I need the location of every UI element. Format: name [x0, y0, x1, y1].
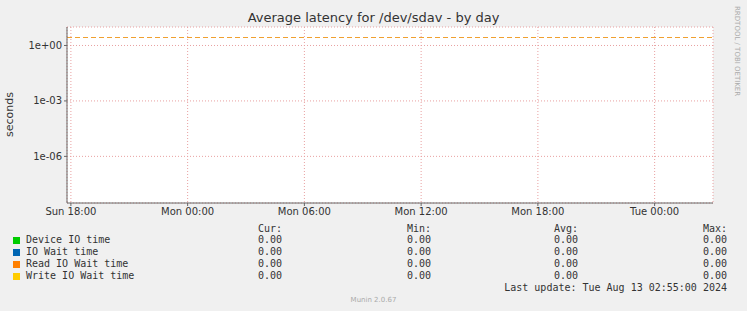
html-text:Read IO Wait time: Read IO Wait time — [26, 258, 129, 269]
html-text:Average latency for /dev/sdav: Average latency for /dev/sdav - by day — [247, 10, 500, 25]
html-text:Write IO Wait time: Write IO Wait time — [26, 270, 135, 281]
html-text:IO Wait time: IO Wait time — [26, 246, 99, 257]
html-text:0.00: 0.00 — [406, 246, 431, 257]
html-text:Munin 2.0.67: Munin 2.0.67 — [350, 296, 397, 304]
svg-text:Mon 06:00: Mon 06:00 — [278, 206, 331, 217]
html-text:0.00: 0.00 — [702, 246, 727, 257]
svg-text:Mon 18:00: Mon 18:00 — [511, 206, 564, 217]
html-text:Max:: Max: — [702, 223, 727, 234]
html-text:0.00: 0.00 — [553, 270, 578, 281]
html-text:seconds: seconds — [3, 92, 16, 137]
html-text:0.00: 0.00 — [553, 258, 578, 269]
svg-text:Tue 00:00: Tue 00:00 — [629, 206, 679, 217]
svg-text:Mon 00:00: Mon 00:00 — [161, 206, 214, 217]
html-text:Min:: Min: — [406, 223, 431, 234]
html-text:RRDTOOL / TOBI OETIKER: RRDTOOL / TOBI OETIKER — [733, 6, 741, 97]
html-text:0.00: 0.00 — [257, 234, 282, 245]
html-text:0.00: 0.00 — [406, 258, 431, 269]
svg-text:1e+00: 1e+00 — [28, 40, 62, 51]
html-text:0.00: 0.00 — [257, 258, 282, 269]
html-text:0.00: 0.00 — [257, 270, 282, 281]
svg-text:Sun 18:00: Sun 18:00 — [45, 206, 96, 217]
html-text:0.00: 0.00 — [553, 234, 578, 245]
html-text:0.00: 0.00 — [553, 246, 578, 257]
svg-text:1e-03: 1e-03 — [33, 95, 62, 106]
html-text:Device IO time: Device IO time — [26, 234, 111, 245]
html-text:0.00: 0.00 — [406, 270, 431, 281]
html-text:0.00: 0.00 — [702, 234, 727, 245]
html-text:0.00: 0.00 — [406, 234, 431, 245]
svg-text:Mon 12:00: Mon 12:00 — [395, 206, 448, 217]
svg-text:1e-06: 1e-06 — [33, 151, 62, 162]
html-text:Avg:: Avg: — [553, 223, 578, 234]
html-text:0.00: 0.00 — [702, 258, 727, 269]
html-text:Cur:: Cur: — [257, 223, 282, 234]
html-text:0.00: 0.00 — [257, 246, 282, 257]
html-text:Last update: Tue Aug 13 02:55:: Last update: Tue Aug 13 02:55:00 2024 — [504, 282, 727, 293]
html-text:0.00: 0.00 — [702, 270, 727, 281]
